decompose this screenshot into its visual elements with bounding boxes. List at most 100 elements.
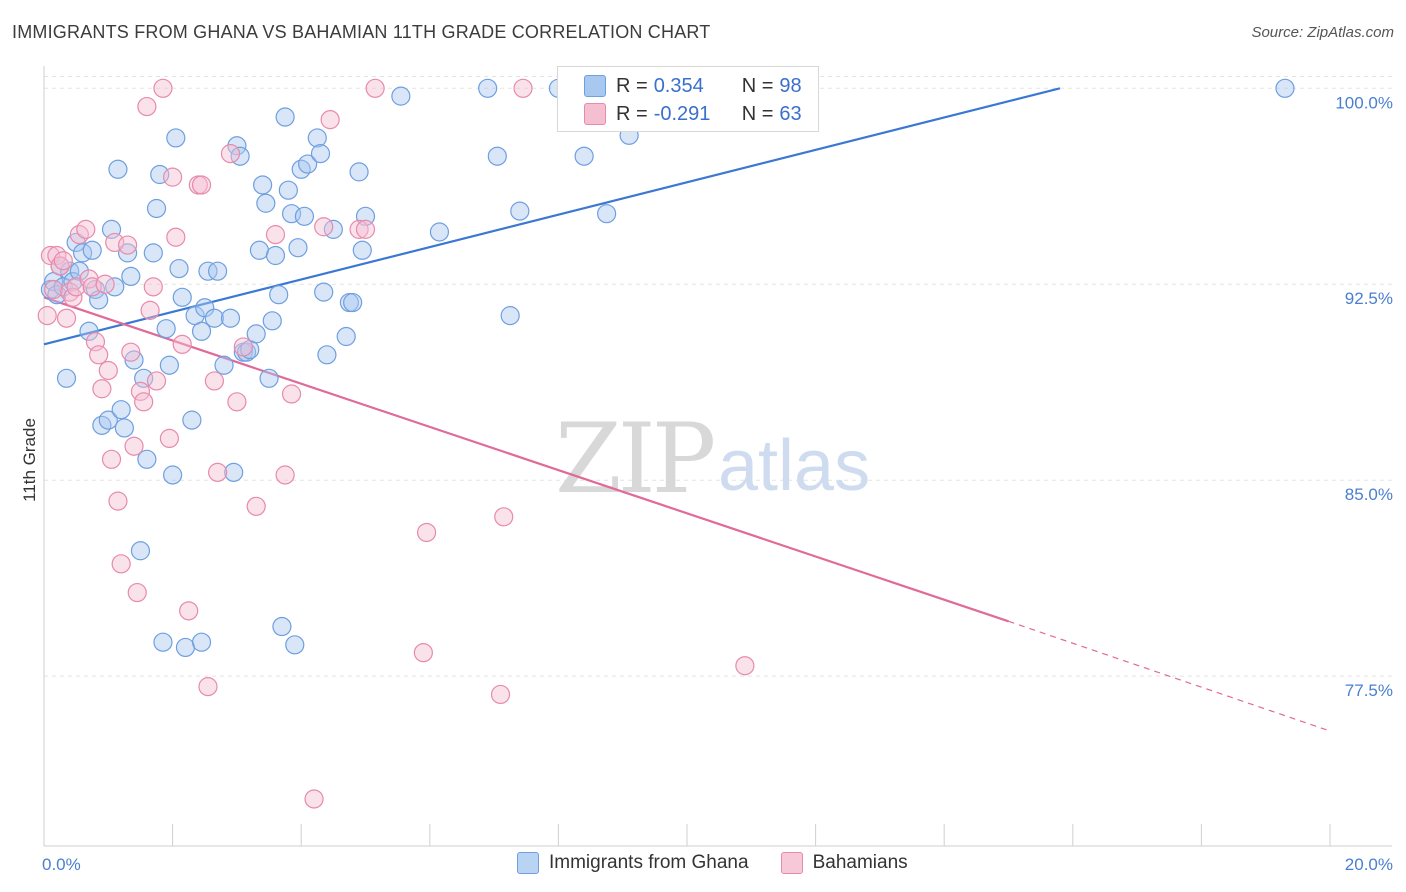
x-tick-label: 0.0% — [42, 855, 81, 874]
source-label: Source: ZipAtlas.com — [1251, 24, 1394, 41]
bahamians-point — [95, 274, 115, 294]
ghana-point — [510, 201, 530, 221]
ghana-point — [111, 400, 131, 420]
ghana-point — [487, 146, 507, 166]
bahamians-point — [140, 300, 160, 320]
ghana-point — [82, 240, 102, 260]
legend-swatch-bahamians — [584, 103, 606, 125]
ghana-point — [253, 175, 273, 195]
bahamians-point — [40, 245, 61, 266]
ghana-point — [275, 107, 295, 127]
bahamians-point — [76, 219, 96, 239]
bahamians-point — [159, 428, 179, 449]
bahamians-point — [124, 436, 144, 456]
ghana-point — [391, 86, 411, 106]
bahamians-point — [198, 677, 218, 697]
legend-swatch-ghana — [517, 852, 539, 874]
ghana-point — [172, 287, 192, 307]
ghana-point — [269, 285, 289, 305]
trend-lines — [43, 87, 1331, 732]
ghana-point — [98, 410, 118, 430]
bahamians-point — [220, 144, 241, 164]
r-value: -0.291 — [653, 102, 711, 125]
ghana-point — [137, 449, 157, 469]
ghana-point — [278, 180, 298, 200]
ghana-point — [294, 206, 315, 226]
ghana-point — [1275, 78, 1295, 98]
ghana-point — [214, 355, 234, 375]
ghana-point — [121, 266, 141, 287]
ghana-point — [63, 272, 83, 292]
bahamians-point — [191, 175, 212, 195]
bahamians-point — [166, 227, 186, 247]
legend-swatch-bahamians — [780, 852, 803, 874]
ghana-point — [574, 146, 594, 166]
bahamians-point — [111, 554, 131, 574]
ghana-point — [146, 198, 167, 219]
ghana-point — [314, 282, 334, 302]
ghana-point — [336, 326, 356, 347]
ghana-point — [285, 635, 305, 655]
y-tick-label: 85.0% — [1345, 485, 1393, 504]
data-points — [37, 78, 1295, 809]
bahamians-point — [153, 78, 173, 98]
ghana-point — [204, 308, 224, 328]
ghana-point — [163, 465, 183, 485]
chart-title: IMMIGRANTS FROM GHANA VS BAHAMIAN 11TH G… — [12, 22, 711, 42]
ghana-point — [262, 311, 282, 331]
bahamians-point — [494, 507, 514, 527]
ghana-point — [343, 292, 363, 313]
ghana-point — [108, 159, 128, 179]
ghana-point — [224, 462, 244, 482]
bahamians-point — [98, 360, 118, 381]
ghana-point — [249, 240, 270, 260]
y-tick-label: 77.5% — [1345, 681, 1393, 700]
n-value: 63 — [779, 102, 802, 125]
ghana-point — [352, 240, 372, 260]
ghana-point — [85, 279, 106, 300]
ghana-point — [79, 321, 99, 341]
bahamians-point — [233, 337, 253, 357]
bahamians-point — [227, 392, 247, 412]
ghana-point — [317, 345, 337, 365]
bahamians-point — [413, 643, 433, 663]
bahamians-point — [349, 219, 369, 239]
bahamians-point — [134, 392, 154, 412]
bahamians-point — [172, 334, 192, 354]
ghana-trend-line — [43, 87, 1061, 346]
ghana-point — [156, 319, 176, 339]
gridlines — [44, 76, 1392, 677]
ghana-point — [166, 128, 186, 148]
ghana-point — [169, 258, 189, 279]
legend-item-bahamians: Bahamians — [780, 852, 908, 874]
y-tick-label: 100.0% — [1335, 93, 1393, 112]
bahamians-point — [735, 656, 755, 676]
n-value: 98 — [779, 74, 802, 97]
bahamians-point — [47, 245, 67, 266]
ghana-point — [114, 418, 134, 438]
bahamians-point — [92, 379, 112, 399]
ghana-point — [198, 261, 218, 281]
bahamians-point — [281, 384, 302, 404]
bahamians-point — [355, 219, 376, 239]
ghana-point — [478, 78, 498, 98]
bahamians-point — [304, 789, 324, 809]
bahamians-point — [53, 251, 73, 271]
ghana-point — [153, 632, 173, 652]
y-axis-title: 11th Grade — [20, 418, 39, 502]
bahamians-point — [121, 342, 141, 362]
series-legend: Immigrants from Ghana Bahamians — [517, 852, 940, 874]
ghana-point — [182, 410, 202, 430]
bahamians-trend-line — [43, 296, 1009, 623]
ghana-point — [236, 342, 257, 362]
legend-label-ghana: Immigrants from Ghana — [549, 852, 749, 873]
ghana-point — [265, 245, 286, 266]
ghana-point — [349, 162, 369, 182]
bahamians-point — [63, 287, 83, 307]
bahamians-point — [204, 371, 224, 391]
r-label: R = — [616, 102, 648, 125]
legend-swatch-ghana — [584, 75, 606, 97]
n-label: N = — [741, 74, 774, 97]
bahamians-point — [163, 167, 183, 187]
